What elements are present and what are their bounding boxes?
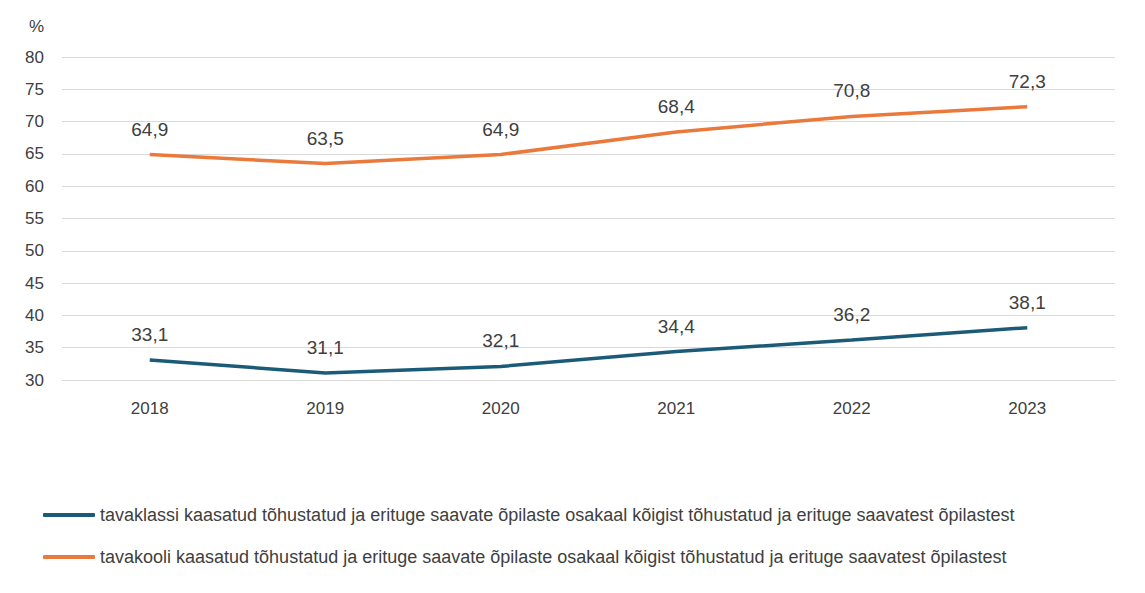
svg-text:2023: 2023 (1008, 399, 1046, 418)
svg-text:34,4: 34,4 (658, 316, 695, 337)
svg-text:50: 50 (25, 241, 44, 260)
svg-text:2018: 2018 (131, 399, 169, 418)
svg-text:40: 40 (25, 306, 44, 325)
svg-text:35: 35 (25, 338, 44, 357)
svg-text:45: 45 (25, 274, 44, 293)
svg-text:tavaklassi kaasatud tõhustatud: tavaklassi kaasatud tõhustatud ja eritug… (100, 505, 1015, 525)
svg-text:55: 55 (25, 209, 44, 228)
svg-text:38,1: 38,1 (1009, 292, 1046, 313)
svg-text:70: 70 (25, 112, 44, 131)
svg-text:65: 65 (25, 144, 44, 163)
svg-text:63,5: 63,5 (307, 128, 344, 149)
svg-text:72,3: 72,3 (1009, 71, 1046, 92)
svg-text:2019: 2019 (306, 399, 344, 418)
svg-text:33,1: 33,1 (131, 324, 168, 345)
svg-text:64,9: 64,9 (131, 119, 168, 140)
svg-text:32,1: 32,1 (482, 330, 519, 351)
svg-text:68,4: 68,4 (658, 96, 695, 117)
svg-text:tavakooli kaasatud tõhustatud: tavakooli kaasatud tõhustatud ja erituge… (100, 547, 1007, 567)
svg-text:60: 60 (25, 177, 44, 196)
svg-text:70,8: 70,8 (833, 80, 870, 101)
svg-text:31,1: 31,1 (307, 337, 344, 358)
svg-text:%: % (29, 17, 44, 36)
svg-text:2022: 2022 (833, 399, 871, 418)
svg-text:30: 30 (25, 371, 44, 390)
svg-text:2020: 2020 (482, 399, 520, 418)
svg-text:80: 80 (25, 48, 44, 67)
svg-text:36,2: 36,2 (833, 304, 870, 325)
svg-text:2021: 2021 (657, 399, 695, 418)
svg-text:64,9: 64,9 (482, 119, 519, 140)
svg-text:75: 75 (25, 80, 44, 99)
